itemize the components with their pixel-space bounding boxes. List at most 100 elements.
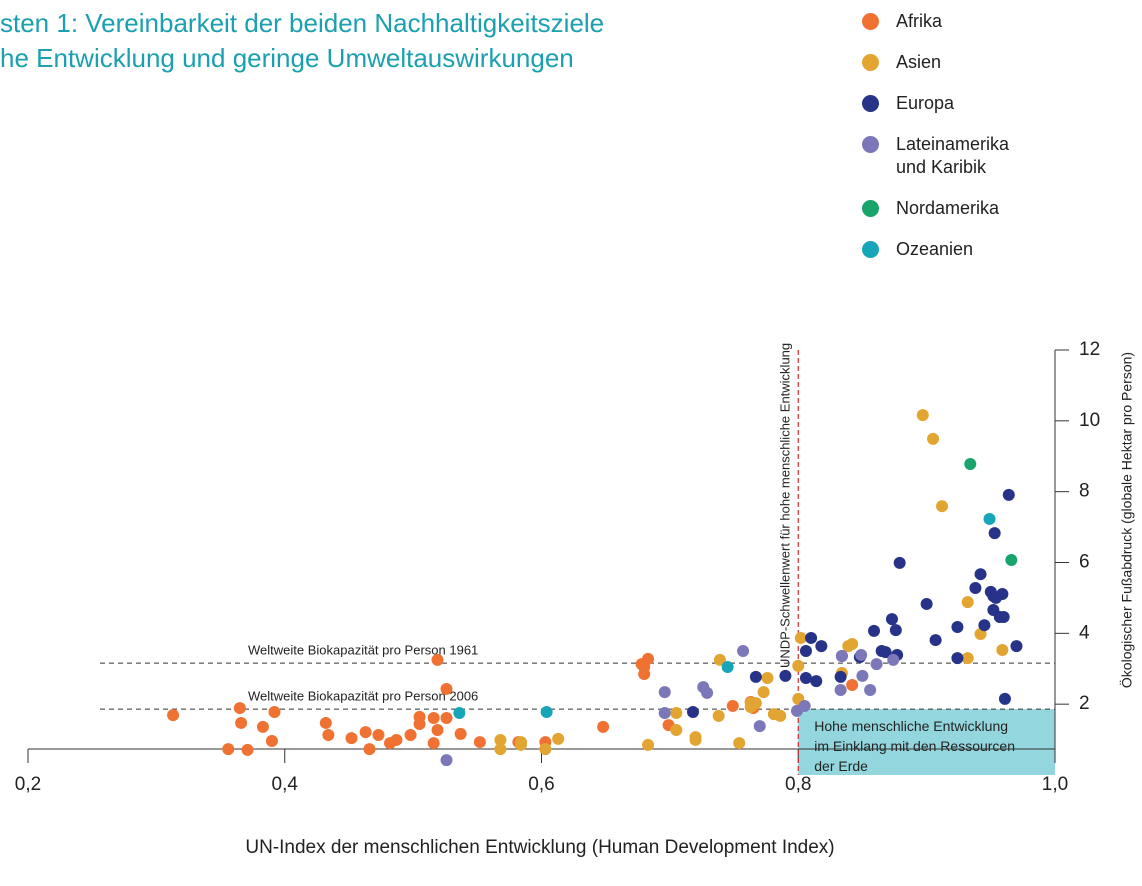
x-tick-label: 0,8 (785, 774, 811, 795)
y-tick-label: 12 (1079, 339, 1100, 360)
data-point (997, 611, 1010, 624)
data-point (964, 458, 977, 471)
data-point (761, 671, 774, 684)
x-tick-label: 1,0 (1042, 774, 1068, 795)
legend-item: Lateinamerika und Karibik (860, 133, 1060, 179)
reference-label: Weltweite Biokapazität pro Person 1961 (248, 643, 478, 658)
data-point (885, 613, 898, 626)
data-point (642, 652, 655, 665)
legend-label: Europa (896, 93, 955, 113)
data-point (846, 679, 859, 692)
data-point (256, 720, 269, 733)
data-point (749, 670, 762, 683)
data-point (167, 709, 180, 722)
data-point (540, 705, 553, 718)
data-point (753, 720, 766, 733)
legend-item: Afrika (860, 10, 1060, 33)
data-point (978, 619, 991, 632)
data-point (799, 645, 812, 658)
data-point (372, 728, 385, 741)
data-point (235, 716, 248, 729)
legend-label: Afrika (896, 11, 943, 31)
legend-marker (862, 136, 879, 153)
data-point (815, 640, 828, 653)
data-point (473, 736, 486, 749)
x-tick-label: 0,4 (272, 774, 299, 795)
data-point (322, 728, 335, 741)
data-point (779, 669, 792, 682)
legend-item: Ozeanien (860, 238, 1060, 261)
data-point (494, 743, 507, 756)
data-point (834, 670, 847, 683)
data-point (893, 556, 906, 569)
data-point (855, 648, 868, 661)
data-point (961, 596, 974, 609)
data-point (712, 709, 725, 722)
x-axis-label: UN-Index der menschlichen Entwicklung (H… (245, 837, 834, 858)
data-point (427, 711, 440, 724)
data-point (658, 707, 671, 720)
data-point (867, 624, 880, 637)
y-tick-label: 10 (1079, 410, 1100, 431)
legend-item: Europa (860, 92, 1060, 115)
data-point (689, 733, 702, 746)
data-point (454, 727, 467, 740)
data-point (359, 726, 372, 739)
data-point (686, 705, 699, 718)
threshold-label: UNDP-Schwellenwert für hohe menschliche … (778, 343, 793, 668)
data-point (1002, 488, 1015, 501)
y-tick-label: 6 (1079, 552, 1090, 573)
reference-label: Weltweite Biokapazität pro Person 2006 (248, 689, 478, 704)
legend-label: Lateinamerika und Karibik (896, 134, 1010, 177)
x-tick-label: 0,6 (528, 774, 554, 795)
data-point (268, 705, 281, 718)
data-point (794, 631, 807, 644)
legend-item: Asien (860, 51, 1060, 74)
chart-title: sten 1: Vereinbarkeit der beiden Nachhal… (0, 8, 604, 38)
data-point (638, 668, 651, 681)
data-point (552, 732, 565, 745)
y-tick-label: 2 (1079, 693, 1090, 714)
x-tick-label: 0,2 (15, 774, 41, 795)
data-point (996, 643, 1009, 656)
legend-label: Nordamerika (896, 198, 1000, 218)
data-point (974, 568, 987, 581)
data-point (431, 724, 444, 737)
data-point (988, 527, 1001, 540)
data-point (774, 709, 787, 722)
data-point (961, 652, 974, 665)
data-point (929, 634, 942, 647)
data-point (265, 735, 278, 747)
data-point (1010, 640, 1023, 653)
data-point (701, 686, 714, 699)
data-point (834, 684, 847, 696)
data-point (726, 699, 739, 712)
data-point (998, 692, 1011, 705)
data-point (887, 653, 900, 666)
data-point (440, 682, 453, 695)
data-point (864, 684, 877, 696)
data-point (927, 432, 940, 445)
data-point (427, 737, 440, 750)
data-point (870, 658, 883, 671)
data-point (936, 500, 949, 513)
region-label: Hohe menschliche Entwicklung (814, 718, 1008, 734)
data-point (920, 597, 933, 610)
region-label: der Erde (814, 758, 868, 774)
data-point (233, 702, 246, 715)
data-point (319, 716, 332, 729)
legend-marker (862, 13, 879, 30)
data-point (404, 728, 417, 741)
data-point (856, 669, 869, 682)
data-point (757, 686, 770, 699)
data-point (241, 743, 254, 756)
data-point (916, 409, 929, 422)
data-point (983, 512, 996, 525)
data-point (835, 650, 848, 662)
data-point (539, 743, 552, 756)
legend-label: Ozeanien (896, 239, 974, 259)
legend-marker (862, 200, 879, 217)
data-point (440, 711, 453, 724)
